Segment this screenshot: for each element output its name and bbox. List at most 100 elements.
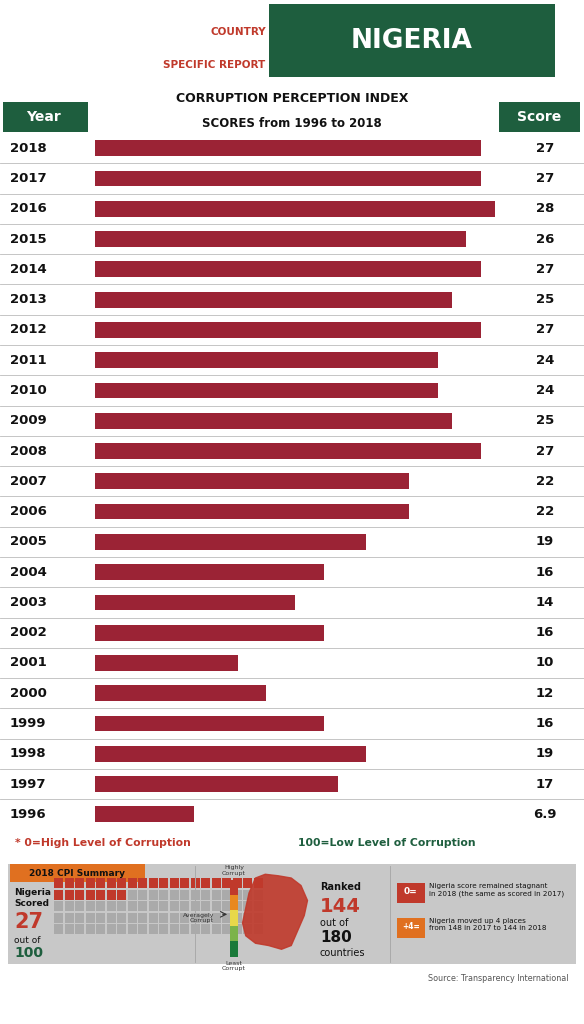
Text: 2004: 2004: [9, 565, 47, 579]
Bar: [253, 924, 262, 934]
Bar: [54, 924, 63, 934]
Bar: [85, 890, 95, 900]
Bar: [190, 912, 200, 923]
Text: 10: 10: [536, 656, 554, 670]
Text: 100: 100: [14, 946, 43, 961]
Bar: [211, 879, 221, 888]
Bar: [159, 924, 168, 934]
Bar: [95, 655, 238, 671]
Bar: [201, 879, 210, 888]
Bar: [95, 352, 438, 368]
Bar: [222, 890, 231, 900]
Bar: [75, 901, 84, 911]
Text: 25: 25: [536, 415, 554, 427]
Bar: [253, 901, 262, 911]
Text: 2007: 2007: [9, 475, 46, 487]
Text: Highly
Corrupt: Highly Corrupt: [222, 865, 246, 876]
Bar: [230, 895, 238, 910]
Bar: [180, 879, 189, 888]
Bar: [127, 879, 137, 888]
Text: 2005: 2005: [9, 536, 46, 548]
Text: 144: 144: [320, 897, 361, 915]
Bar: [180, 924, 189, 934]
Bar: [222, 912, 231, 923]
Bar: [243, 924, 252, 934]
Text: out of: out of: [320, 918, 349, 928]
Bar: [117, 890, 126, 900]
Bar: [190, 924, 200, 934]
Bar: [95, 504, 409, 519]
Bar: [232, 901, 242, 911]
Text: 24: 24: [536, 353, 554, 367]
Text: 180: 180: [320, 930, 352, 945]
Bar: [159, 879, 168, 888]
Bar: [95, 292, 452, 307]
Bar: [230, 941, 238, 956]
Bar: [397, 883, 425, 903]
Text: 22: 22: [536, 505, 554, 518]
Bar: [180, 890, 189, 900]
FancyBboxPatch shape: [499, 102, 580, 132]
Text: Averagely
Corrupt: Averagely Corrupt: [183, 913, 214, 924]
Polygon shape: [242, 874, 308, 949]
Bar: [10, 864, 145, 882]
Bar: [95, 807, 193, 822]
Bar: [96, 890, 105, 900]
Bar: [243, 879, 252, 888]
Bar: [201, 924, 210, 934]
Bar: [95, 443, 481, 459]
Text: * 0=High Level of Corruption: * 0=High Level of Corruption: [15, 839, 198, 848]
Bar: [138, 901, 147, 911]
Text: 27: 27: [536, 263, 554, 275]
Bar: [106, 879, 116, 888]
Text: SPECIFIC REPORT: SPECIFIC REPORT: [164, 59, 266, 70]
Bar: [127, 924, 137, 934]
Bar: [54, 901, 63, 911]
Bar: [95, 140, 481, 156]
FancyBboxPatch shape: [269, 4, 555, 77]
Text: Source: Transparency International: Source: Transparency International: [427, 974, 568, 983]
Bar: [96, 924, 105, 934]
Bar: [230, 910, 238, 926]
Text: 26: 26: [536, 232, 554, 246]
Text: 27: 27: [14, 912, 43, 932]
Bar: [222, 901, 231, 911]
Bar: [211, 890, 221, 900]
Bar: [169, 890, 179, 900]
Bar: [54, 890, 63, 900]
Bar: [169, 924, 179, 934]
Text: 2018 CPI Summary: 2018 CPI Summary: [29, 868, 125, 878]
Text: 1996: 1996: [10, 808, 46, 821]
Bar: [148, 890, 158, 900]
Text: Nigeria moved up 4 places
from 148 in 2017 to 144 in 2018: Nigeria moved up 4 places from 148 in 20…: [429, 918, 547, 932]
Bar: [222, 924, 231, 934]
Bar: [148, 924, 158, 934]
Bar: [54, 912, 63, 923]
Text: 1999: 1999: [10, 717, 46, 730]
Bar: [95, 383, 438, 398]
Bar: [54, 879, 63, 888]
Text: 2015: 2015: [10, 232, 46, 246]
Text: Year: Year: [26, 111, 61, 124]
Text: COUNTRY: COUNTRY: [210, 27, 266, 37]
Text: +4=: +4=: [402, 922, 420, 931]
Bar: [95, 413, 452, 429]
Bar: [95, 473, 409, 489]
Text: Ranked: Ranked: [320, 882, 361, 892]
Text: 2008: 2008: [9, 444, 47, 458]
Text: 14: 14: [536, 596, 554, 609]
Bar: [96, 901, 105, 911]
Text: 2003: 2003: [9, 596, 47, 609]
FancyBboxPatch shape: [3, 102, 88, 132]
Text: Least
Corrupt: Least Corrupt: [222, 961, 246, 972]
Text: out of: out of: [14, 936, 40, 945]
Bar: [95, 231, 467, 247]
Bar: [95, 564, 324, 580]
Bar: [253, 890, 262, 900]
Bar: [138, 890, 147, 900]
Bar: [180, 901, 189, 911]
Bar: [127, 901, 137, 911]
Text: 2002: 2002: [9, 626, 46, 639]
Bar: [138, 924, 147, 934]
Bar: [96, 879, 105, 888]
